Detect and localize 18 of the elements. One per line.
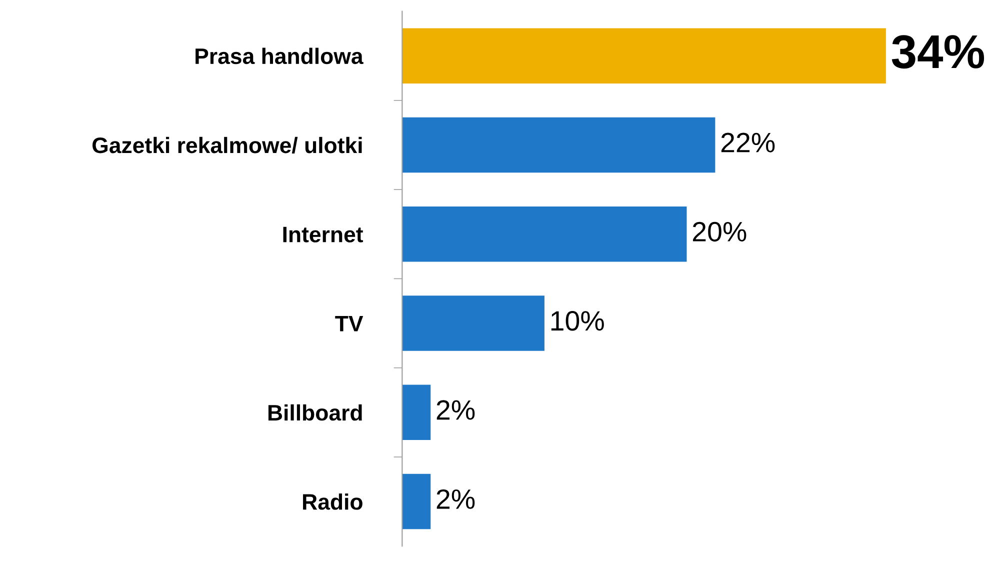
data-label: 20% xyxy=(692,222,746,242)
y-tick-label: TV xyxy=(335,316,364,332)
y-tick-label: Gazetki rekalmowe/ ulotki xyxy=(92,136,362,154)
bar xyxy=(402,474,431,530)
data-label: 2% xyxy=(436,400,475,420)
y-tick-label: Prasa handlowa xyxy=(196,48,364,64)
bar xyxy=(402,117,716,173)
data-label: 2% xyxy=(436,489,475,509)
data-label: 10% xyxy=(551,311,604,331)
data-label: 34% xyxy=(892,35,984,69)
bar xyxy=(402,296,544,351)
data-label: 22% xyxy=(721,132,775,152)
bar xyxy=(402,28,886,84)
bar xyxy=(402,384,431,440)
bar xyxy=(402,206,687,262)
y-tick-label: Internet xyxy=(283,226,364,242)
y-tick-label: Radio xyxy=(303,493,362,510)
y-tick-label: Billboard xyxy=(268,404,362,421)
